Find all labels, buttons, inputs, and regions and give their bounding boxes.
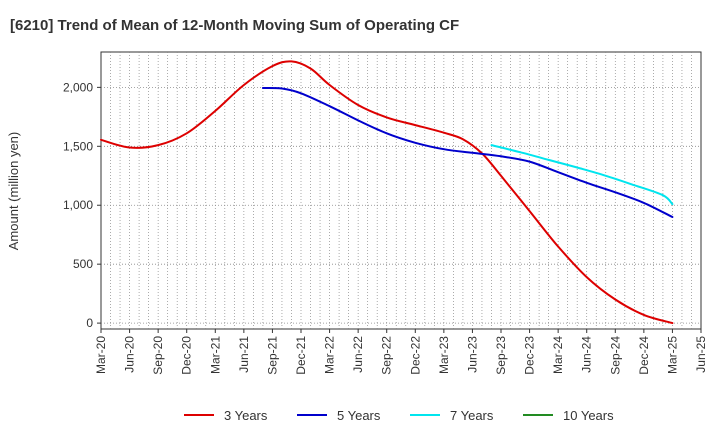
x-tick-label: Mar-22	[323, 336, 337, 374]
x-tick-label: Sep-20	[151, 336, 165, 375]
y-tick-label: 0	[86, 316, 93, 330]
x-tick-label: Mar-23	[437, 336, 451, 374]
series-line-7-years	[490, 144, 674, 206]
legend-label-10-years: 10 Years	[563, 408, 614, 423]
plot-area	[100, 51, 702, 330]
x-tick-label: Dec-24	[637, 336, 651, 375]
x-tick-label: Mar-25	[665, 336, 679, 374]
x-tick-label: Jun-22	[351, 336, 365, 373]
x-tick-label: Jun-24	[580, 336, 594, 373]
x-tick-label: Sep-23	[494, 336, 508, 375]
x-tick-label: Mar-24	[551, 336, 565, 374]
x-tick-label: Jun-23	[465, 336, 479, 373]
series-line-3-years	[100, 60, 674, 325]
y-tick-label: 500	[73, 257, 93, 271]
chart-title: [6210] Trend of Mean of 12-Month Moving …	[10, 17, 459, 34]
x-tick-label: Jun-21	[237, 336, 251, 373]
y-tick-label: 2,000	[63, 80, 93, 94]
x-tick-label: Sep-21	[265, 336, 279, 375]
legend-label-3-years: 3 Years	[224, 408, 268, 423]
x-tick-label: Dec-22	[408, 336, 422, 375]
x-tick-label: Mar-21	[208, 336, 222, 374]
x-tick-label: Mar-20	[94, 336, 108, 374]
legend: 3 Years 5 Years 7 Years 10 Years	[184, 408, 614, 423]
y-axis-ticks: 0 500 1,000 1,500 2,000	[63, 80, 101, 330]
series-line-5-years	[261, 86, 674, 218]
x-tick-label: Jun-25	[694, 336, 708, 373]
legend-label-7-years: 7 Years	[450, 408, 494, 423]
legend-label-5-years: 5 Years	[337, 408, 381, 423]
grid-lines	[101, 52, 701, 329]
x-tick-label: Dec-21	[294, 336, 308, 375]
x-tick-label: Sep-22	[380, 336, 394, 375]
x-tick-label: Dec-23	[523, 336, 537, 375]
series-lines	[100, 60, 674, 325]
x-tick-label: Dec-20	[180, 336, 194, 375]
y-tick-label: 1,500	[63, 139, 93, 153]
y-axis-label: Amount (million yen)	[6, 132, 21, 251]
y-tick-label: 1,000	[63, 198, 93, 212]
x-tick-label: Jun-20	[123, 336, 137, 373]
x-axis-ticks: Mar-20 Jun-20 Sep-20 Dec-20 Mar-21 Jun-21 Sep-…	[94, 329, 708, 375]
x-tick-label: Sep-24	[608, 336, 622, 375]
